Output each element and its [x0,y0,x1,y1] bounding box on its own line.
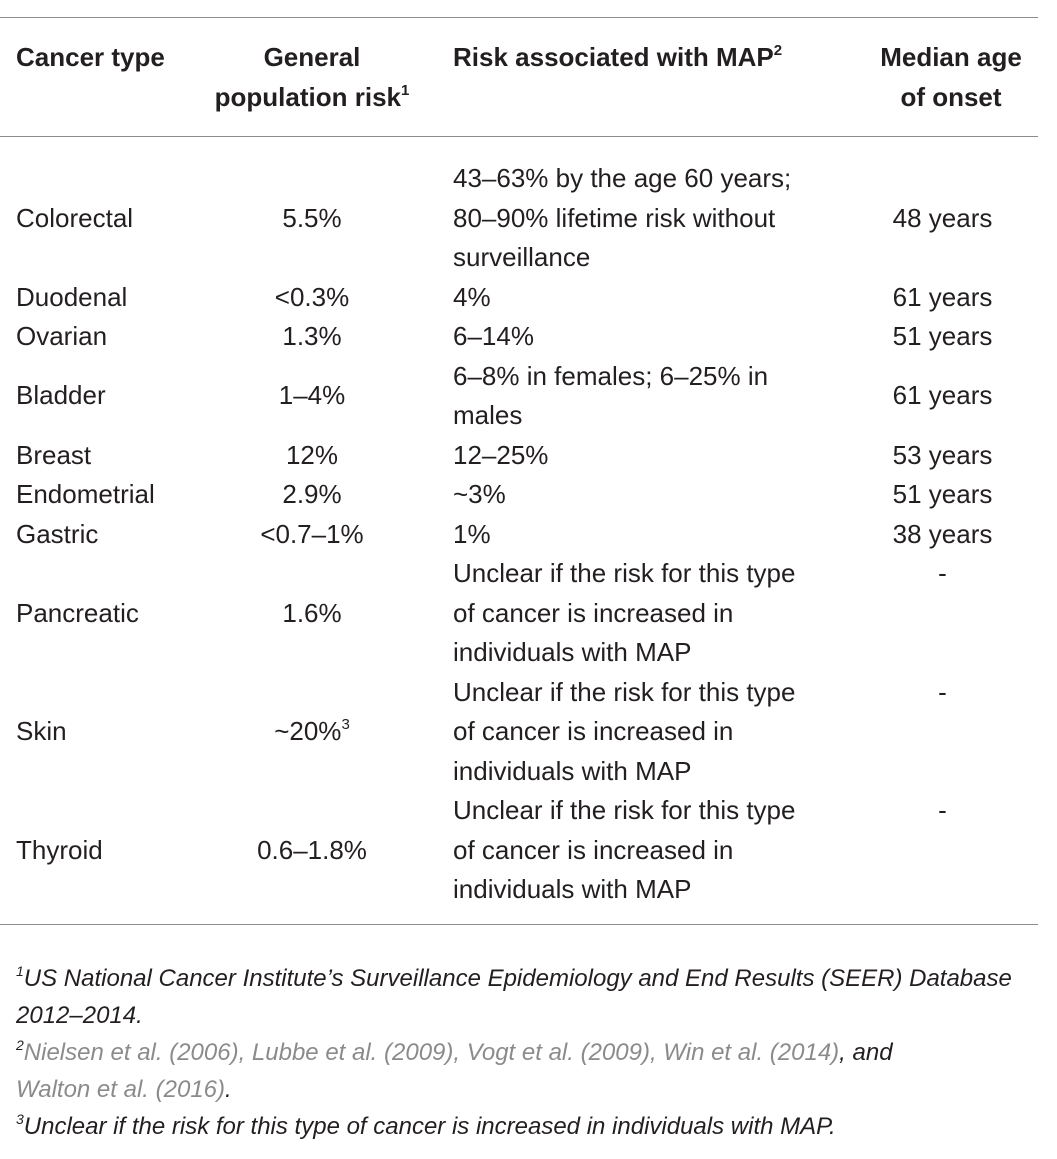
cell-median-age: 51 years [892,321,993,351]
cell-general-risk: 1.6% [282,597,342,628]
cell-median-age: 61 years [892,380,993,411]
footnote-1: 1US National Cancer Institute’s Surveill… [16,963,1012,1029]
risk-line: 4% [453,281,491,312]
header-median-age: Median age of onset [880,42,1022,112]
cell-median-age: 53 years [892,439,993,470]
risk-line: of cancer is increased in [453,716,734,746]
risk-line: 6–14% [453,321,534,351]
risk-line: ~3% [453,479,506,509]
header-risk-map: Risk associated with MAP2 [453,42,783,72]
cell-general-risk: <0.3% [274,281,350,312]
footnote-2-references[interactable]: Nielsen et al. (2006), Lubbe et al. (200… [23,1039,840,1066]
risk-line: Unclear if the risk for this type [453,676,796,707]
cell-median-age: - [938,795,947,825]
cell-risk-map: Unclear if the risk for this type of canc… [453,673,838,792]
cell-median-age: 48 years [892,202,993,233]
table-top-rule [0,17,1038,18]
risk-line: 43–63% by the age 60 years; [453,163,792,193]
footnotes: 1US National Cancer Institute’s Surveill… [16,960,1036,1145]
cell-cancer-type: Breast [16,439,92,470]
cell-cancer-type: Duodenal [16,281,128,312]
footnote-2: 2Nielsen et al. (2006), Lubbe et al. (20… [16,1037,893,1103]
table-row: Breast 12% 12–25% 53 years [0,436,1040,476]
header-cancer-type: Cancer type [16,42,165,72]
cell-cancer-type: Thyroid [16,834,103,865]
cell-risk-map: 12–25% [453,436,838,476]
header-general-risk: General population risk1 [214,42,410,112]
cell-general-risk: 12% [285,439,339,470]
cell-cancer-type: Endometrial [16,479,155,509]
risk-line: of cancer is increased in [453,834,734,865]
cell-risk-map: 43–63% by the age 60 years; 80–90% lifeti… [453,159,838,278]
cell-cancer-type: Skin [16,716,67,746]
cell-general-risk: ~20%3 [274,716,350,746]
cell-general-risk: 2.9% [282,479,342,509]
risk-line: 6–8% in females; 6–25% in [453,360,769,391]
risk-line: individuals with MAP [453,755,692,786]
cell-cancer-type: Ovarian [16,321,108,351]
risk-line: individuals with MAP [453,874,692,904]
cell-general-risk: 1.3% [282,321,342,351]
cell-cancer-type: Bladder [16,380,106,411]
cell-cancer-type: Pancreatic [16,597,139,628]
table-row: Pancreatic 1.6% Unclear if the risk for th… [0,554,1040,673]
cell-median-age: - [938,558,947,588]
footnote-2-reference-last[interactable]: Walton et al. (2016) [16,1076,226,1103]
footnote-ref: 1 [401,82,410,99]
table-row: Skin ~20%3 Unclear if the risk for this ty… [0,673,1040,792]
cell-median-age: 38 years [892,518,993,549]
risk-line: of cancer is increased in [453,597,734,628]
table-bottom-rule [0,924,1038,925]
risk-line: individuals with MAP [453,637,692,667]
cell-cancer-type: Colorectal [16,202,134,233]
cell-risk-map: 6–14% [453,317,838,357]
cell-median-age: 61 years [892,281,993,312]
risk-line: Unclear if the risk for this type [453,558,796,588]
cell-risk-map: Unclear if the risk for this type of canc… [453,554,838,673]
table-row: Duodenal <0.3% 4% 61 years [0,278,1040,318]
risk-line: Unclear if the risk for this type [453,795,796,825]
cell-general-risk: 5.5% [282,202,342,233]
cell-risk-map: 6–8% in females; 6–25% in males [453,357,838,436]
cell-cancer-type: Gastric [16,518,99,549]
risk-line: males [453,400,523,430]
footnote-ref: 2 [773,42,783,59]
cell-risk-map: Unclear if the risk for this type of canc… [453,791,838,910]
footnote-3: 3Unclear if the risk for this type of ca… [16,1111,836,1140]
cell-general-risk: 0.6–1.8% [257,834,367,865]
risk-line: 80–90% lifetime risk without [453,202,776,233]
table-row: Thyroid 0.6–1.8% Unclear if the risk for t… [0,791,1040,910]
cell-median-age: - [938,676,947,707]
table-row: Ovarian 1.3% 6–14% 51 years [0,317,1040,357]
header-bottom-rule [0,136,1038,137]
cell-general-risk: <0.7–1% [260,518,364,549]
table-row: Gastric <0.7–1% 1% 38 years [0,515,1040,555]
cell-risk-map: ~3% [453,475,838,515]
cell-risk-map: 1% [453,515,838,555]
table-row: Endometrial 2.9% ~3% 51 years [0,475,1040,515]
cell-median-age: 51 years [892,479,993,509]
cell-risk-map: 4% [453,278,838,318]
table-row: Colorectal 5.5% 43–63% by the age 60 years… [0,159,1040,278]
footnote-ref: 3 [341,716,350,733]
risk-line: 1% [453,518,491,549]
cell-general-risk: 1–4% [278,380,346,411]
risk-line: surveillance [453,242,591,272]
risk-line: 12–25% [453,439,549,470]
table-row: Bladder 1–4% 6–8% in females; 6–25% in male… [0,357,1040,436]
